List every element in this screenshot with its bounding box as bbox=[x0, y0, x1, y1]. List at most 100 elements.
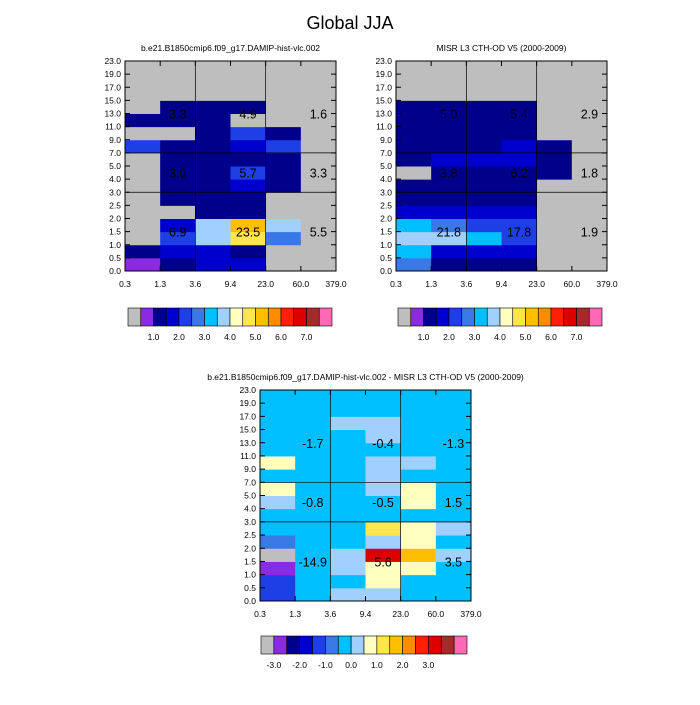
heatmap-cell bbox=[365, 508, 402, 523]
heatmap-cell bbox=[536, 61, 573, 75]
colorbar-swatch bbox=[512, 307, 526, 327]
heatmap-cell bbox=[501, 192, 538, 206]
heatmap-cell bbox=[230, 205, 267, 219]
heatmap-cell bbox=[260, 587, 296, 602]
colorbar-swatch bbox=[165, 307, 180, 327]
heatmap-cell bbox=[431, 231, 467, 246]
heatmap-cell bbox=[160, 244, 196, 259]
heatmap-cell bbox=[396, 87, 432, 101]
heatmap-cell bbox=[230, 218, 267, 233]
heatmap-cell bbox=[396, 231, 432, 246]
heatmap-cell bbox=[260, 416, 296, 431]
colorbar-label: 7.0 bbox=[571, 332, 583, 342]
heatmap-cell bbox=[230, 152, 267, 167]
heatmap-cell bbox=[501, 244, 538, 259]
heatmap-cell bbox=[501, 87, 538, 101]
cell-value-label: 3.3 bbox=[169, 108, 186, 122]
heatmap-cell bbox=[125, 231, 161, 246]
colorbar-label: 3.0 bbox=[469, 332, 481, 342]
heatmap-cell bbox=[195, 166, 231, 180]
heatmap-cell bbox=[435, 482, 472, 496]
y-tick-label: 1.5 bbox=[109, 227, 121, 237]
heatmap-cell bbox=[195, 152, 231, 167]
colorbar-label: 5.0 bbox=[250, 332, 262, 342]
x-tick-label: 1.3 bbox=[425, 279, 437, 289]
heatmap-cell bbox=[125, 257, 161, 272]
heatmap-cell bbox=[230, 257, 267, 272]
y-tick-label: 0.5 bbox=[109, 253, 121, 263]
heatmap-cell bbox=[125, 74, 161, 88]
heatmap-cell bbox=[195, 113, 231, 128]
heatmap-cell bbox=[230, 231, 267, 246]
heatmap-cell bbox=[300, 139, 337, 154]
heatmap-cell bbox=[330, 469, 366, 483]
heatmap-cell bbox=[195, 218, 231, 233]
heatmap-cell bbox=[125, 244, 161, 259]
heatmap-cell bbox=[501, 113, 538, 128]
heatmap-cell bbox=[125, 205, 161, 219]
heatmap-cell bbox=[431, 192, 467, 206]
heatmap-cell bbox=[125, 152, 161, 167]
heatmap-cell bbox=[365, 429, 402, 444]
heatmap-cell bbox=[260, 442, 296, 457]
heatmap-cell bbox=[431, 100, 467, 114]
heatmap-cell bbox=[330, 561, 366, 576]
page-title: Global JJA bbox=[306, 13, 393, 33]
heatmap-cell bbox=[300, 179, 337, 193]
heatmap-cell bbox=[295, 482, 331, 496]
y-tick-label: 11.0 bbox=[240, 451, 256, 461]
heatmap-cell bbox=[295, 587, 331, 602]
x-tick-label: 1.3 bbox=[289, 609, 301, 619]
heatmap-cell bbox=[396, 179, 432, 193]
heatmap-cell bbox=[330, 521, 366, 536]
heatmap-cell bbox=[501, 74, 538, 88]
heatmap-cell bbox=[400, 574, 437, 589]
heatmap-cell bbox=[330, 495, 366, 510]
colorbar-swatch bbox=[280, 307, 295, 327]
heatmap-cell bbox=[295, 495, 331, 510]
cell-value-label: 4.9 bbox=[239, 108, 256, 122]
heatmap-cell bbox=[265, 113, 302, 128]
heatmap-cell bbox=[300, 192, 337, 206]
y-tick-label: 2.0 bbox=[380, 214, 392, 224]
colorbar-swatch bbox=[299, 635, 313, 655]
heatmap-cell bbox=[365, 416, 402, 431]
heatmap-cell bbox=[536, 257, 573, 272]
heatmap-cell bbox=[300, 113, 337, 128]
y-tick-label: 13.0 bbox=[239, 438, 256, 448]
colorbar-swatch bbox=[204, 307, 218, 327]
heatmap-cell bbox=[300, 231, 337, 246]
y-tick-label: 3.0 bbox=[244, 517, 256, 527]
heatmap-cell bbox=[396, 113, 432, 128]
heatmap-cell bbox=[230, 87, 267, 101]
y-tick-label: 7.0 bbox=[380, 148, 392, 158]
heatmap-cell bbox=[160, 87, 196, 101]
heatmap-cell bbox=[295, 390, 331, 404]
x-tick-label: 9.4 bbox=[225, 279, 237, 289]
heatmap-cell bbox=[435, 535, 472, 549]
y-tick-label: 19.0 bbox=[375, 69, 392, 79]
heatmap-cell bbox=[265, 218, 302, 233]
heatmap-cell bbox=[125, 87, 161, 101]
heatmap-cell bbox=[501, 218, 538, 233]
heatmap-cell bbox=[125, 126, 161, 141]
heatmap-cell bbox=[435, 403, 472, 417]
heatmap-cell bbox=[501, 205, 538, 219]
cell-value-label: 5.7 bbox=[239, 167, 256, 181]
heatmap-cell bbox=[571, 126, 608, 141]
heatmap-cell bbox=[396, 126, 432, 141]
heatmap-cell bbox=[466, 179, 502, 193]
heatmap-cell bbox=[230, 244, 267, 259]
heatmap-cell bbox=[431, 126, 467, 141]
heatmap-cell bbox=[195, 87, 231, 101]
heatmap-cell bbox=[435, 587, 472, 602]
heatmap-cell bbox=[195, 192, 231, 206]
heatmap-cell bbox=[295, 548, 331, 562]
heatmap-cell bbox=[536, 192, 573, 206]
heatmap-cell bbox=[536, 100, 573, 114]
colorbar-swatch bbox=[267, 307, 282, 327]
x-tick-label: 23.0 bbox=[528, 279, 545, 289]
colorbar-swatch bbox=[440, 635, 455, 655]
colorbar-swatch bbox=[410, 307, 424, 327]
